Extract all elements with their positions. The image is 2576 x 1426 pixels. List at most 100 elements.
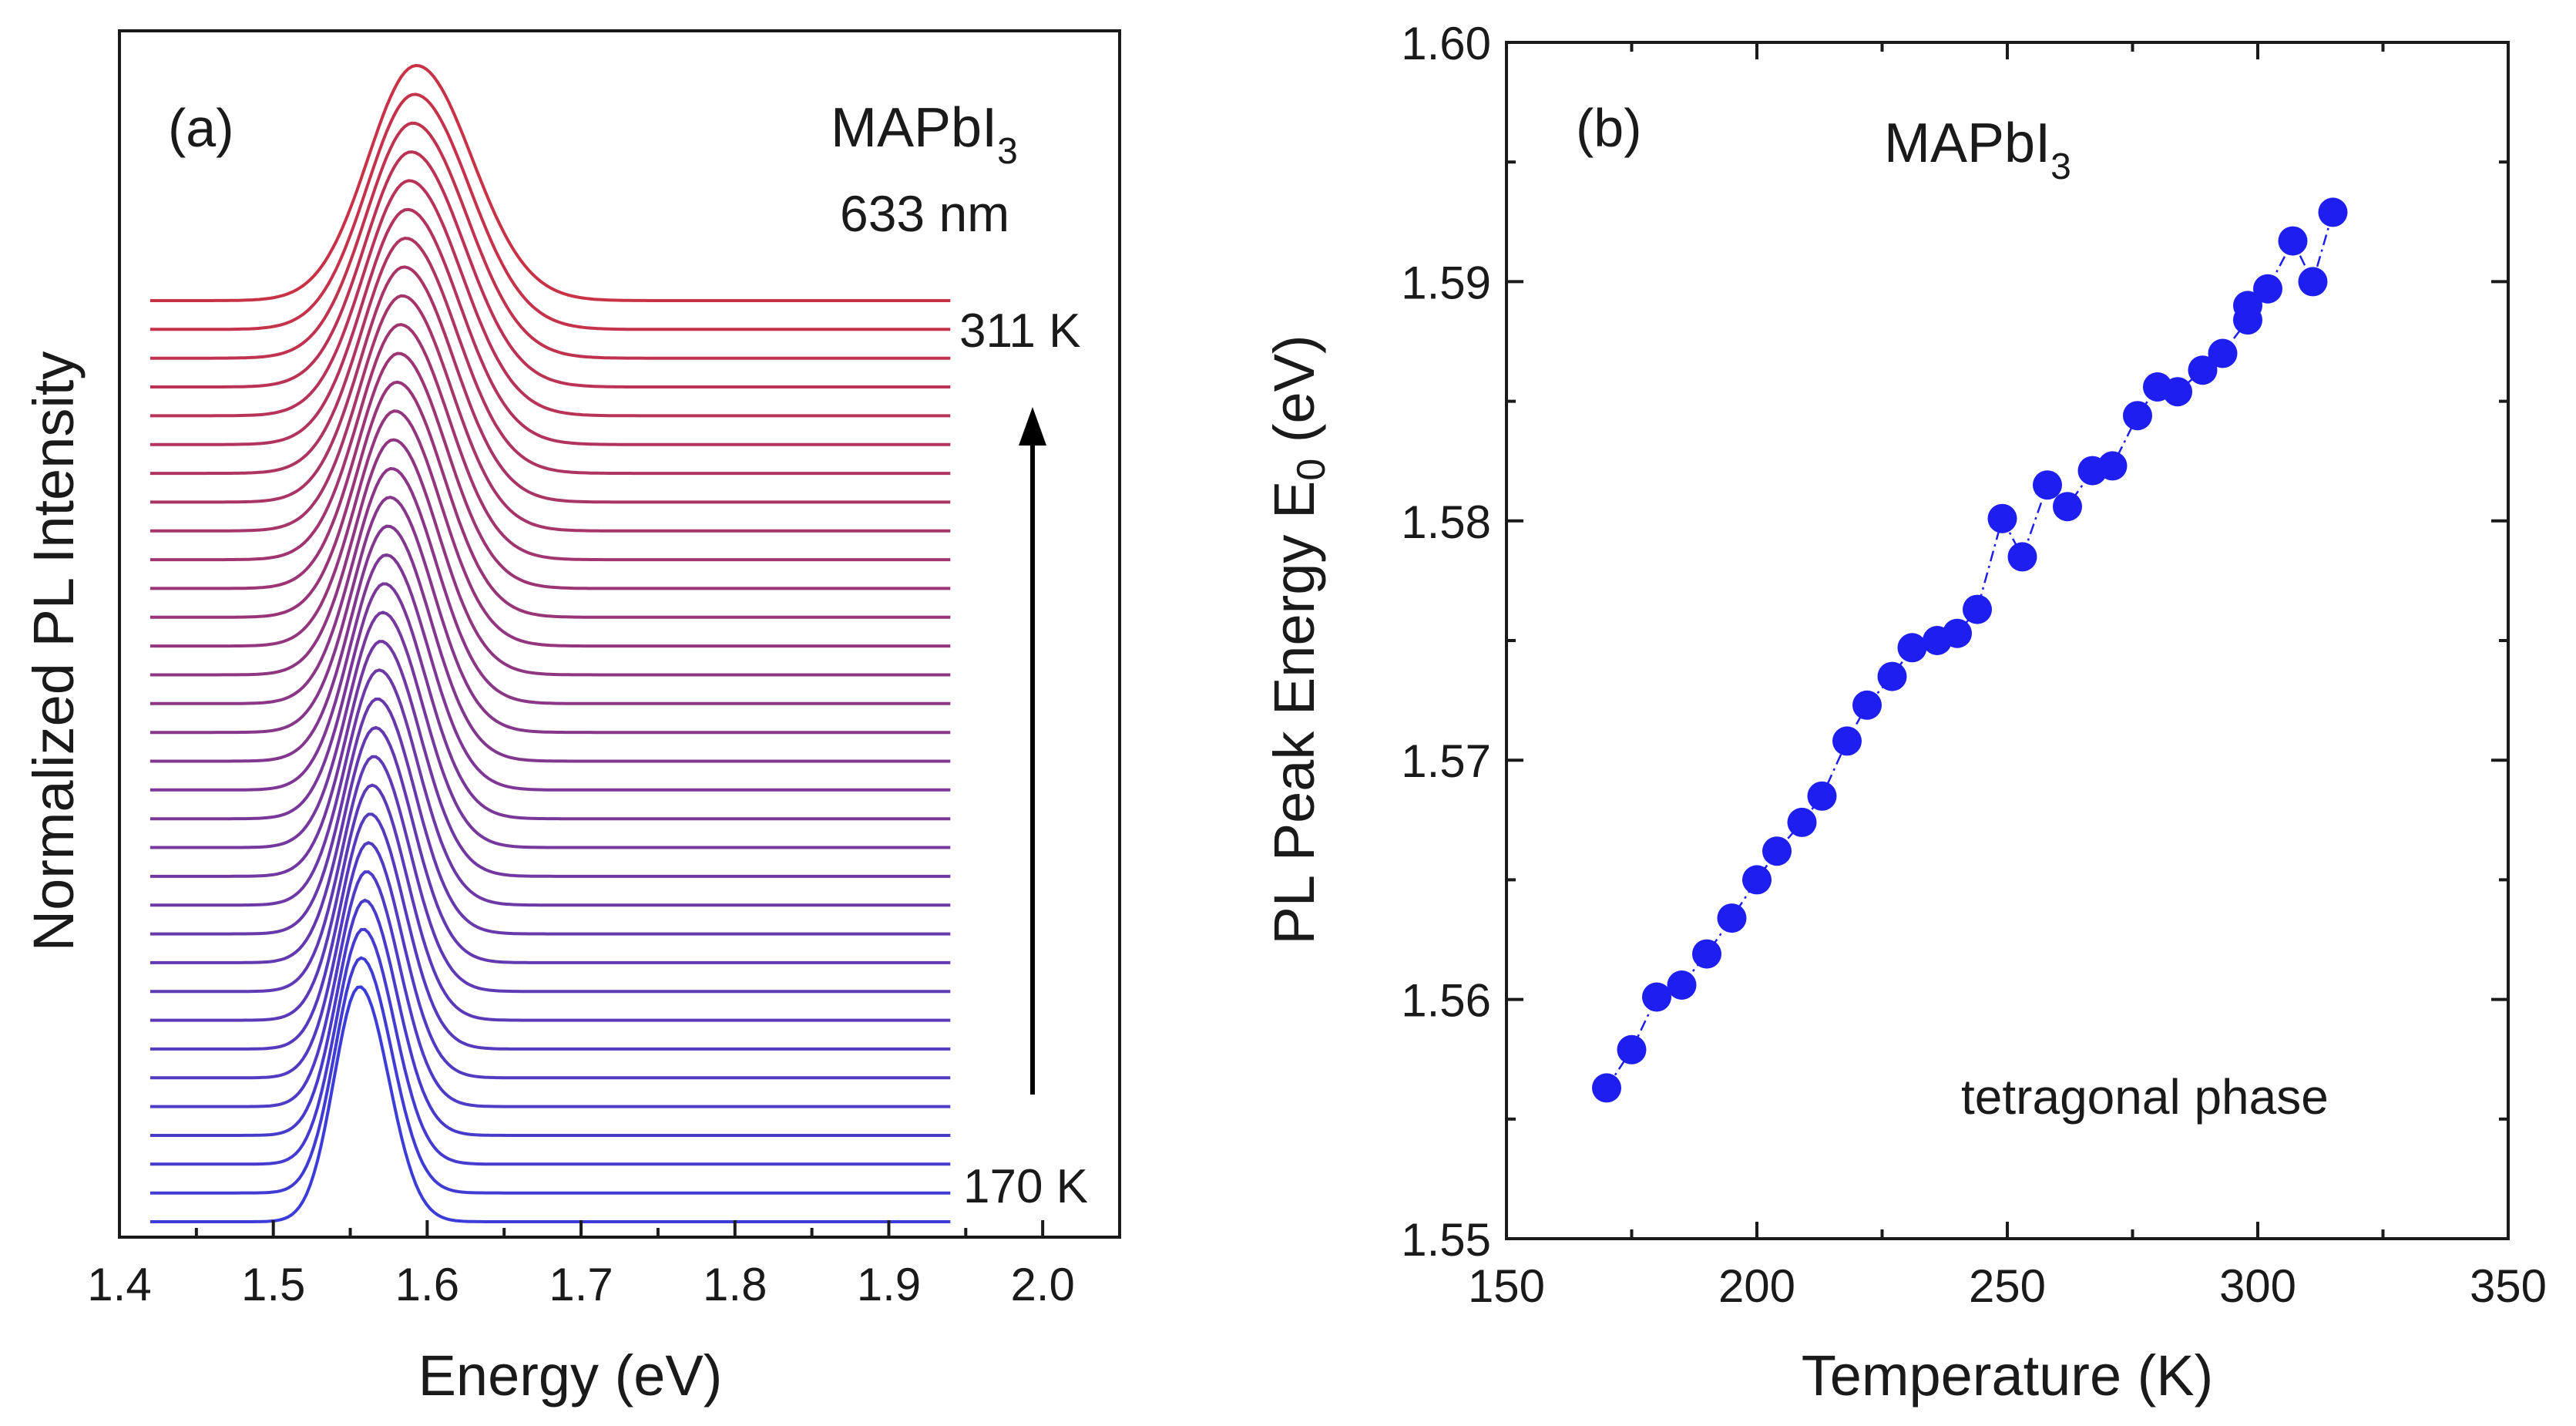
panel-a-x-ticks: 1.4 1.5 1.6 1.7 1.8 1.9 2.0 <box>87 1220 1075 1310</box>
pl-curve <box>149 725 951 964</box>
panel-b-y-tick-label: 1.59 <box>1401 257 1491 308</box>
bottom-temperature-label: 170 K <box>963 1160 1088 1213</box>
pl-curve <box>149 438 951 677</box>
panel-b-title: MAPbI3 <box>1884 113 2071 187</box>
pl-curve <box>149 121 951 360</box>
peak-energy-line <box>1605 212 2334 1089</box>
peak-energy-point <box>2123 401 2152 431</box>
panel-b-ticks: 150 200 250 300 350 1.55 1.56 1.57 1.58 1.59 1.60 <box>1401 18 2547 1312</box>
panel-b-x-tick-label: 150 <box>1468 1260 1545 1312</box>
pl-curve <box>149 841 951 1080</box>
pl-curve <box>149 610 951 849</box>
pl-curves <box>149 63 951 1223</box>
peak-energy-point <box>1807 781 1837 811</box>
peak-energy-point <box>1717 903 1747 933</box>
peak-energy-point <box>2188 355 2218 385</box>
panel-b-peak-energy: 150 200 250 300 3501.551.561.571.581.591.60 … <box>1262 18 2547 1408</box>
pl-curve <box>149 870 951 1108</box>
panel-b-y-tick-label: 1.57 <box>1401 735 1491 787</box>
peak-energy-point <box>2253 274 2282 304</box>
peak-energy-point <box>1592 1073 1621 1103</box>
panel-a-x-tick-label: 1.8 <box>703 1259 767 1310</box>
peak-energy-point <box>1832 726 1862 756</box>
panel-a-title: MAPbI3 <box>831 97 1018 172</box>
pl-curve <box>149 409 951 648</box>
peak-energy-point <box>2097 451 2128 481</box>
pl-curve <box>149 63 951 302</box>
peak-energy-point <box>1987 503 2017 533</box>
pl-curve <box>149 179 951 418</box>
panel-b-y-tick-label: 1.55 <box>1401 1214 1491 1266</box>
pl-curve <box>149 150 951 388</box>
peak-energy-point <box>1617 1034 1647 1064</box>
peak-energy-point <box>1897 633 1927 663</box>
peak-energy-point <box>1742 865 1772 895</box>
panel-b-y-tick-label: 1.58 <box>1401 496 1491 548</box>
panel-b-x-tick-label: 200 <box>1718 1260 1795 1312</box>
peak-energy-point <box>1762 836 1792 866</box>
peak-energy-point <box>1963 594 1992 624</box>
pl-curve <box>149 898 951 1137</box>
peak-energy-point <box>2233 291 2262 321</box>
pl-curve <box>149 697 951 936</box>
panel-a-x-axis-label: Energy (eV) <box>418 1344 723 1408</box>
pl-curve <box>149 496 951 735</box>
top-temperature-label: 311 K <box>959 304 1080 358</box>
pl-curve <box>149 92 951 331</box>
pl-curve <box>149 294 951 533</box>
peak-energy-point <box>1787 807 1817 837</box>
pl-curve <box>149 466 951 705</box>
peak-energy-point <box>1877 661 1907 691</box>
pl-curve <box>149 524 951 763</box>
pl-curve <box>149 927 951 1166</box>
panel-b-x-tick-label: 250 <box>1969 1260 2046 1312</box>
panel-a-x-tick-label: 1.9 <box>857 1259 921 1310</box>
panel-b-y-tick-label: 1.56 <box>1401 975 1491 1027</box>
panel-b-y-tick-label: 1.60 <box>1401 18 1491 69</box>
panel-a-frame <box>118 29 1121 1239</box>
pl-curve <box>149 323 951 562</box>
panel-b-x-axis-label: Temperature (K) <box>1802 1344 2214 1408</box>
panel-a-x-tick-label: 1.7 <box>549 1259 613 1310</box>
peak-energy-point <box>2318 197 2348 227</box>
panel-b-y-axis-label: PL Peak Energy E0 (eV) <box>1262 335 1334 944</box>
excitation-wavelength-label: 633 nm <box>840 185 1009 242</box>
panel-a-label: (a) <box>168 98 234 158</box>
panel-a-x-tick-label: 1.4 <box>87 1259 151 1310</box>
pl-curve <box>149 783 951 1022</box>
pl-curve <box>149 985 951 1223</box>
pl-curve <box>149 237 951 476</box>
pl-curve <box>149 553 951 792</box>
peak-energy-point <box>2278 226 2308 256</box>
peak-energy-point <box>2033 470 2062 500</box>
peak-energy-point <box>1943 618 1972 648</box>
peak-energy-point <box>2007 542 2037 572</box>
panel-a-y-axis-label: Normalized PL Intensity <box>22 351 86 952</box>
pl-curve <box>149 582 951 821</box>
panel-b-frame <box>1505 41 2510 1240</box>
peak-energy-point <box>1642 982 1671 1012</box>
peak-energy-point <box>1692 939 1721 969</box>
temperature-arrow <box>1019 407 1046 1095</box>
pl-curve <box>149 265 951 504</box>
pl-curve <box>149 668 951 907</box>
peak-energy-point <box>2298 267 2328 297</box>
pl-curve <box>149 755 951 994</box>
peak-energy-series <box>1592 197 2348 1103</box>
panel-b-x-tick-label: 300 <box>2219 1260 2296 1312</box>
pl-curve <box>149 956 951 1195</box>
phase-label: tetragonal phase <box>1961 1069 2329 1125</box>
peak-energy-point <box>2163 377 2192 407</box>
pl-curve <box>149 640 951 878</box>
peak-energy-point <box>2208 338 2238 368</box>
peak-energy-point <box>2053 492 2082 522</box>
panel-a-x-tick-label: 1.6 <box>395 1259 459 1310</box>
panel-a-x-tick-label: 2.0 <box>1010 1259 1074 1310</box>
pl-curve <box>149 812 951 1051</box>
pl-curve <box>149 207 951 446</box>
peak-energy-point <box>1667 970 1697 1000</box>
pl-curve <box>149 380 951 619</box>
panel-b-label: (b) <box>1576 98 1642 158</box>
panel-a-pl-spectra: 1.4 1.5 1.6 1.7 1.8 1.9 2.0 (a) MAPbI3 633 nm … <box>22 29 1121 1408</box>
